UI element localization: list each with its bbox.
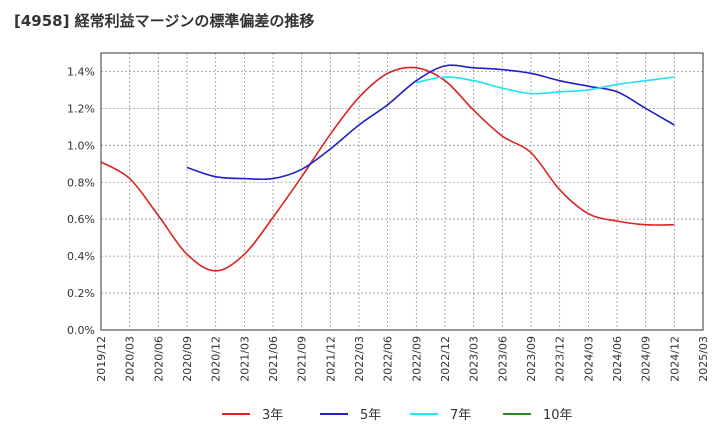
legend-label: 5年: [360, 408, 381, 423]
x-tick-labels: 2019/12 2020/03 2020/06 2020/09 2020/12 2021/…: [95, 336, 710, 382]
y-tick-labels: 0.0% 0.2% 0.4% 0.6% 0.8% 1.0% 1.2% 1.4%: [67, 65, 95, 337]
y-tick-label: 1.4%: [67, 65, 95, 78]
y-tick-label: 1.0%: [67, 139, 95, 152]
x-tick-label: 2023/03: [468, 336, 481, 382]
x-tick-label: 2020/03: [124, 336, 137, 382]
y-tick-label: 0.8%: [67, 176, 95, 189]
x-tick-label: 2022/12: [439, 336, 452, 382]
y-tick-label: 0.6%: [67, 213, 95, 226]
x-tick-label: 2023/09: [525, 336, 538, 382]
x-tick-label: 2020/09: [181, 336, 194, 382]
legend-label: 3年: [262, 408, 283, 423]
x-tick-label: 2019/12: [95, 336, 108, 382]
x-tick-label: 2022/09: [410, 336, 423, 382]
legend: 3年 5年 7年 10年: [222, 408, 573, 423]
chart-title: [4958] 経常利益マージンの標準偏差の推移: [14, 12, 315, 30]
y-tick-label: 0.4%: [67, 250, 95, 263]
x-tick-label: 2021/09: [296, 336, 309, 382]
x-tick-label: 2023/12: [554, 336, 567, 382]
x-tick-label: 2024/03: [582, 336, 595, 382]
legend-label: 10年: [543, 408, 573, 423]
plot-frame: [100, 52, 704, 331]
x-tick-label: 2020/06: [152, 336, 165, 382]
series-lines: [100, 64, 675, 272]
x-tick-label: 2024/12: [668, 336, 681, 382]
y-tick-label: 0.0%: [67, 324, 95, 337]
y-tick-label: 1.2%: [67, 102, 95, 115]
x-tick-label: 2024/09: [640, 336, 653, 382]
x-tick-label: 2023/06: [496, 336, 509, 382]
x-tick-label: 2025/03: [697, 336, 710, 382]
series-line-1: [186, 64, 675, 181]
series-line-0: [100, 66, 675, 272]
series-line-2: [416, 76, 675, 95]
x-tick-label: 2022/03: [353, 336, 366, 382]
x-tick-label: 2021/06: [267, 336, 280, 382]
x-tick-label: 2024/06: [611, 336, 624, 382]
x-tick-label: 2020/12: [210, 336, 223, 382]
y-tick-label: 0.2%: [67, 287, 95, 300]
x-tick-label: 2021/12: [324, 336, 337, 382]
x-tick-label: 2021/03: [238, 336, 251, 382]
grid: [100, 53, 704, 331]
legend-label: 7年: [450, 408, 471, 423]
x-tick-label: 2022/06: [382, 336, 395, 382]
